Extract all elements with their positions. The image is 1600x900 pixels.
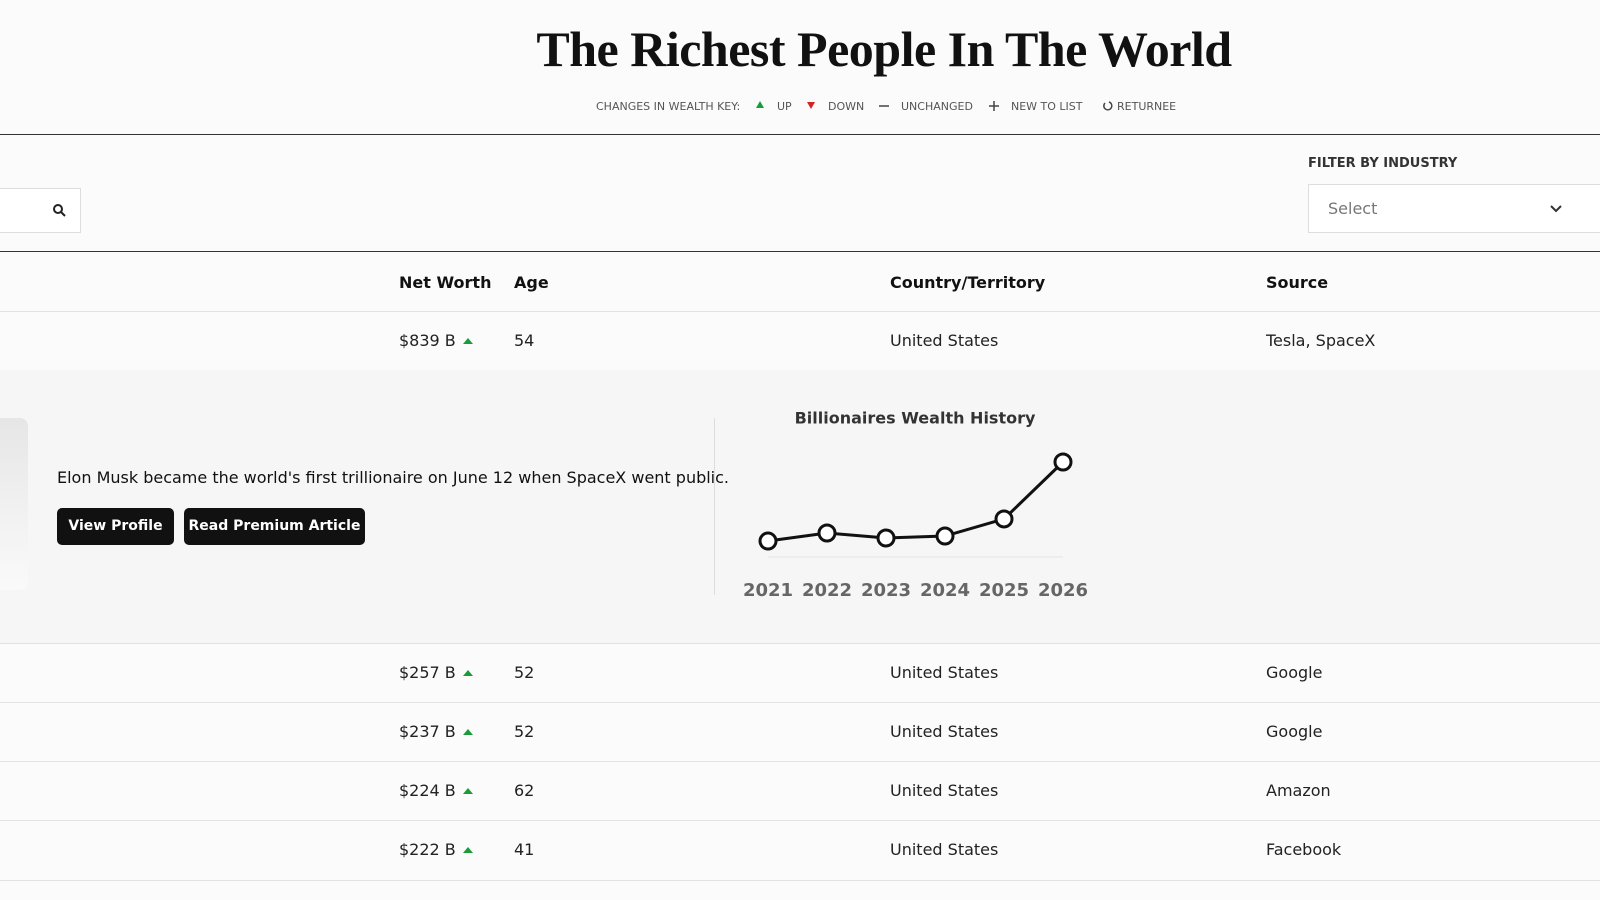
key-label: CHANGES IN WEALTH KEY: xyxy=(596,100,741,113)
table-cell: $839 B xyxy=(399,331,474,350)
up-arrow xyxy=(462,847,473,853)
key-up: UP xyxy=(777,100,792,113)
table-cell: $222 B xyxy=(399,840,474,859)
panel-divider xyxy=(714,418,715,595)
wealth-point xyxy=(817,523,837,543)
table-cell: United States xyxy=(890,331,999,350)
up-arrow xyxy=(462,670,473,676)
profile-image xyxy=(0,418,28,590)
year-label: 2024 xyxy=(920,580,970,601)
table-cell: Google xyxy=(1266,663,1323,682)
table-cell: 54 xyxy=(514,331,535,350)
wealth-line xyxy=(767,460,1065,543)
up-arrow-shape xyxy=(462,847,473,853)
key-unchanged: UNCHANGED xyxy=(901,100,973,113)
wealth-point xyxy=(1053,452,1073,472)
table-cell: United States xyxy=(890,781,999,800)
key-returnee: RETURNEE xyxy=(1117,100,1177,113)
wealth-chart: Billionaires Wealth History 2021 2022 2023… xyxy=(743,409,1088,602)
divider xyxy=(0,134,1600,135)
year-label: 2022 xyxy=(802,580,852,601)
table-cell: Google xyxy=(1266,722,1323,741)
key-down: DOWN xyxy=(828,100,865,113)
table-cell: $224 B xyxy=(399,781,474,800)
column-header: Net Worth xyxy=(399,273,492,292)
table-cell: 52 xyxy=(514,722,535,741)
view-profile-button[interactable]: View Profile xyxy=(57,508,174,545)
table-cell: $257 B xyxy=(399,663,474,682)
search-icon xyxy=(53,204,66,217)
up-arrow-shape xyxy=(462,338,473,344)
row-line xyxy=(0,761,1600,762)
up-arrow xyxy=(462,788,473,794)
key-new: NEW TO LIST xyxy=(1011,100,1083,113)
row-line xyxy=(0,702,1600,703)
wealth-point xyxy=(994,509,1014,529)
table-cell: Facebook xyxy=(1266,840,1342,859)
up-arrow-shape xyxy=(462,788,473,794)
divider xyxy=(0,251,1600,252)
profile-panel xyxy=(0,370,1600,643)
table-cell: United States xyxy=(890,840,999,859)
row-line xyxy=(0,311,1600,312)
year-label: 2025 xyxy=(979,580,1029,601)
row-line xyxy=(0,643,1600,644)
year-label: 2026 xyxy=(1038,580,1088,601)
column-header: Age xyxy=(514,273,549,292)
up-arrow-shape xyxy=(462,729,473,735)
up-arrow xyxy=(462,338,473,344)
table-cell: 62 xyxy=(514,781,535,800)
wealth-point xyxy=(935,526,955,546)
chart-title: Billionaires Wealth History xyxy=(795,409,1036,428)
filter-label: FILTER BY INDUSTRY xyxy=(1308,156,1458,171)
key-icons xyxy=(756,101,1113,111)
table-cell: Tesla, SpaceX xyxy=(1266,331,1376,350)
up-arrow xyxy=(462,729,473,735)
table-cell: 52 xyxy=(514,663,535,682)
wealth-point xyxy=(758,531,778,551)
table-cell: Amazon xyxy=(1266,781,1331,800)
column-header: Country/Territory xyxy=(890,273,1046,292)
page-title: The Richest People In The World xyxy=(536,21,1232,77)
row-line xyxy=(0,820,1600,821)
industry-select[interactable]: Select xyxy=(1308,184,1600,233)
search-box[interactable] xyxy=(0,188,81,233)
table-cell: United States xyxy=(890,663,999,682)
chevron xyxy=(1550,205,1562,213)
year-label: 2021 xyxy=(743,580,793,601)
year-label: 2023 xyxy=(861,580,911,601)
profile-text: Elon Musk became the world's first trill… xyxy=(57,468,730,487)
table-cell: 41 xyxy=(514,840,535,859)
column-header: Source xyxy=(1266,273,1329,292)
table-cell: United States xyxy=(890,722,999,741)
row-line xyxy=(0,880,1600,881)
select-placeholder: Select xyxy=(1328,199,1378,218)
wealth-point xyxy=(876,528,896,548)
up-arrow-shape xyxy=(462,670,473,676)
table-cell: $237 B xyxy=(399,722,474,741)
premium-article-button[interactable]: Read Premium Article xyxy=(184,508,365,545)
